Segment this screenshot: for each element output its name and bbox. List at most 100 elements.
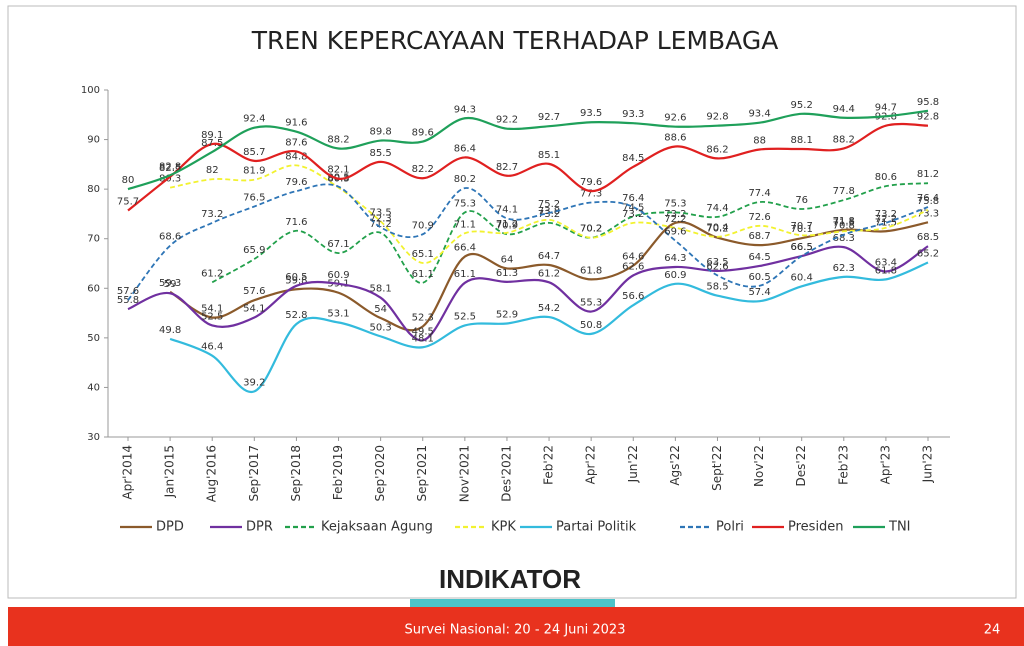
x-tick-label: Des'2021 xyxy=(499,445,513,502)
data-label: 73.3 xyxy=(917,208,939,219)
data-label: 49.5 xyxy=(412,326,434,337)
data-label: 88 xyxy=(753,135,766,146)
data-label: 61.8 xyxy=(580,265,602,276)
data-label: 69.6 xyxy=(664,227,686,238)
data-label: 71.1 xyxy=(454,219,476,230)
footer-band xyxy=(8,607,1024,646)
data-label: 52.5 xyxy=(454,311,476,322)
data-label: 61.1 xyxy=(412,269,434,280)
series-line xyxy=(127,109,929,191)
data-label: 71.2 xyxy=(369,219,391,230)
x-tick-label: Sept'22 xyxy=(710,445,724,491)
data-label: 81.9 xyxy=(243,166,265,177)
data-label: 57.4 xyxy=(748,287,770,298)
data-label: 92.8 xyxy=(706,112,728,123)
x-tick-label: Sep'2021 xyxy=(415,445,429,501)
data-label: 72.6 xyxy=(748,212,770,223)
data-label: 70.8 xyxy=(833,221,855,232)
data-label: 94.3 xyxy=(454,104,476,115)
data-label: 70.9 xyxy=(412,220,434,231)
data-label: 62.3 xyxy=(833,263,855,274)
data-label: 88.1 xyxy=(791,135,813,146)
data-label: 93.5 xyxy=(580,108,602,119)
data-label: 95.8 xyxy=(917,97,939,108)
data-label: 64.6 xyxy=(622,251,644,262)
data-label: 46.4 xyxy=(201,342,223,353)
data-label: 50.3 xyxy=(369,322,391,333)
data-label: 65.1 xyxy=(412,249,434,260)
data-label: 92.6 xyxy=(664,113,686,124)
y-tick-label: 80 xyxy=(87,184,100,195)
y-tick-label: 60 xyxy=(87,283,100,294)
data-label: 70.2 xyxy=(580,224,602,235)
data-label: 65.2 xyxy=(917,249,939,260)
data-label: 71.6 xyxy=(285,217,307,228)
data-label: 73.2 xyxy=(538,209,560,220)
data-label: 64.7 xyxy=(538,251,560,262)
data-label: 82.8 xyxy=(159,161,181,172)
series-line xyxy=(127,122,929,212)
logo-bar xyxy=(410,599,615,609)
data-label: 86.4 xyxy=(454,143,476,154)
data-label: 66.5 xyxy=(791,242,813,253)
data-label: 82 xyxy=(206,165,219,176)
data-label: 73.2 xyxy=(201,209,223,220)
data-label: 80.3 xyxy=(159,174,181,185)
data-label: 60.9 xyxy=(664,270,686,281)
data-label: 49.8 xyxy=(159,325,181,336)
data-label: 89.1 xyxy=(201,130,223,141)
x-tick-label: Feb'23 xyxy=(836,445,850,485)
legend-label: TNI xyxy=(888,520,911,535)
data-label: 50.8 xyxy=(580,320,602,331)
data-label: 71.5 xyxy=(833,217,855,228)
data-label: 65.9 xyxy=(243,245,265,256)
y-tick-label: 40 xyxy=(87,382,100,393)
data-label: 88.2 xyxy=(327,134,349,145)
data-label: 70.1 xyxy=(791,224,813,235)
data-label: 61.8 xyxy=(875,265,897,276)
data-label: 84.8 xyxy=(285,151,307,162)
footer-text: Survei Nasional: 20 - 24 Juni 2023 xyxy=(405,623,626,638)
x-tick-label: Sep'2018 xyxy=(289,445,303,501)
data-label: 64.5 xyxy=(748,252,770,263)
data-label: 75.2 xyxy=(538,199,560,210)
data-label: 72.3 xyxy=(369,213,391,224)
data-label: 85.1 xyxy=(538,150,560,161)
series-line xyxy=(169,164,929,264)
data-label: 72.2 xyxy=(875,214,897,225)
data-label: 75.8 xyxy=(917,196,939,207)
data-label: 74.5 xyxy=(622,202,644,213)
data-label: 80.2 xyxy=(454,174,476,185)
data-label: 63.4 xyxy=(875,257,897,268)
data-label: 68.6 xyxy=(159,232,181,243)
data-label: 55.3 xyxy=(580,298,602,309)
data-label: 63.5 xyxy=(706,257,728,268)
data-label: 56.6 xyxy=(622,291,644,302)
data-label: 68.7 xyxy=(748,231,770,242)
logo: INDIKATOR xyxy=(439,564,581,594)
data-label: 52.9 xyxy=(496,309,518,320)
data-label: 87.6 xyxy=(285,137,307,148)
data-label: 61.2 xyxy=(538,268,560,279)
data-label: 52.5 xyxy=(201,311,223,322)
legend-label: Partai Politik xyxy=(556,520,637,535)
data-label: 82.2 xyxy=(412,164,434,175)
data-label: 92.7 xyxy=(538,112,560,123)
x-tick-label: Apr'22 xyxy=(584,445,598,484)
data-label: 92.4 xyxy=(243,114,265,125)
data-label: 73.2 xyxy=(875,209,897,220)
data-label: 58.5 xyxy=(706,282,728,293)
legend-label: KPK xyxy=(491,520,516,535)
data-label: 70.9 xyxy=(496,220,518,231)
data-label: 68.5 xyxy=(917,232,939,243)
y-tick-label: 30 xyxy=(87,432,100,443)
series-line xyxy=(211,182,929,284)
data-label: 86.2 xyxy=(706,144,728,155)
data-label: 70.7 xyxy=(791,221,813,232)
data-label: 70.2 xyxy=(706,224,728,235)
data-label: 79.6 xyxy=(580,177,602,188)
data-label: 66.5 xyxy=(791,242,813,253)
data-label: 60.5 xyxy=(285,272,307,283)
x-tick-label: Feb'22 xyxy=(542,445,556,485)
